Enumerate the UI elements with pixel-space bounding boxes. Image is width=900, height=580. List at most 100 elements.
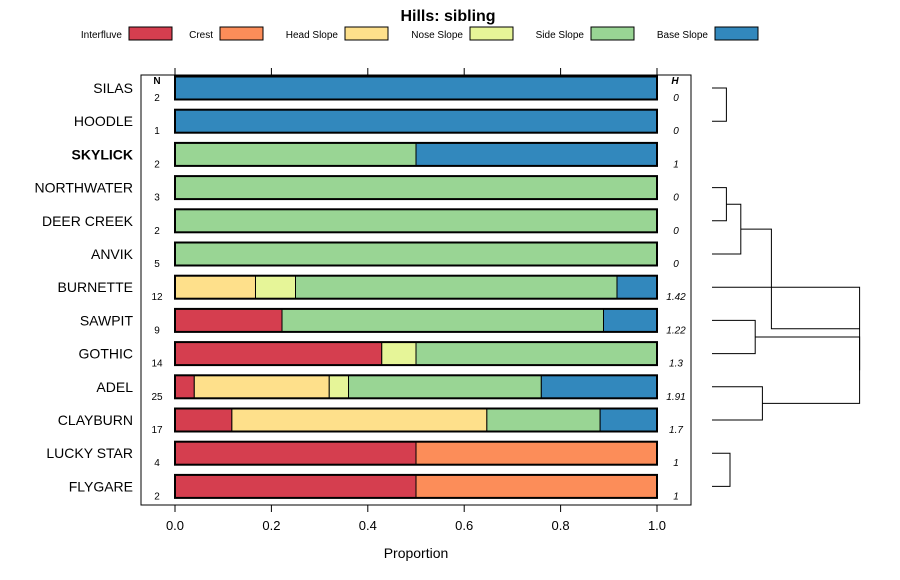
dendrogram-branch xyxy=(712,452,731,487)
bar-outline-deer-creek xyxy=(174,208,658,234)
bar-burnette-head-slope xyxy=(174,275,256,300)
h-value-flygare: 1 xyxy=(673,491,679,502)
dendrogram-branch xyxy=(712,386,763,421)
bar-skylick-side-slope xyxy=(174,142,417,167)
bar-burnette-side-slope xyxy=(295,275,618,300)
row-label-burnette: BURNETTE xyxy=(58,279,133,295)
bars xyxy=(174,75,658,499)
bar-gothic-interfluve xyxy=(174,341,383,366)
legend-swatch-head-slope xyxy=(344,26,389,41)
x-tick-label: 1.0 xyxy=(648,518,666,533)
bar-sawpit-base-slope xyxy=(602,308,658,333)
x-tick-label: 0.2 xyxy=(262,518,280,533)
bar-adel-side-slope xyxy=(348,374,542,399)
h-value-hoodle: 0 xyxy=(673,126,679,137)
dendrogram-branch xyxy=(740,228,860,330)
legend-label-base-slope: Base Slope xyxy=(657,30,709,41)
chart-title: Hills: sibling xyxy=(400,8,495,25)
dendrogram-branch xyxy=(712,87,727,122)
row-label-flygare: FLYGARE xyxy=(69,478,133,494)
bar-silas-base-slope xyxy=(174,76,658,100)
bar-lucky-star-interfluve xyxy=(174,441,417,466)
dendrogram-branch xyxy=(712,319,756,355)
h-value-skylick: 1 xyxy=(673,159,679,170)
n-value-clayburn: 17 xyxy=(151,425,163,436)
dendrogram-branch xyxy=(712,286,861,371)
row-label-sawpit: SAWPIT xyxy=(80,312,134,328)
legend-label-nose-slope: Nose Slope xyxy=(411,30,463,41)
bar-outline-gothic xyxy=(174,341,658,367)
bar-outline-flygare xyxy=(174,473,658,499)
n-value-anvik: 5 xyxy=(154,259,160,270)
legend-swatch-base-slope xyxy=(714,26,759,41)
n-value-skylick: 2 xyxy=(154,159,160,170)
bar-outline-lucky-star xyxy=(174,440,658,466)
x-axis: 0.0 0.2 0.4 0.6 0.8 1.0 xyxy=(166,68,666,533)
bar-outline-northwater xyxy=(174,175,658,201)
row-labels: SILAS HOODLE SKYLICK NORTHWATER DEER CREEK AN… xyxy=(34,80,133,494)
bar-outline-anvik xyxy=(174,241,658,267)
legend-swatch-nose-slope xyxy=(469,26,514,41)
bar-outline-adel xyxy=(174,374,658,400)
n-value-lucky-star: 4 xyxy=(154,458,160,469)
h-value-sawpit: 1.22 xyxy=(666,325,686,336)
bar-hoodle-base-slope xyxy=(174,109,658,134)
h-values: 0 0 1 0 0 0 1.42 1.22 1.3 1.91 1.7 1 1 xyxy=(666,93,686,502)
h-value-gothic: 1.3 xyxy=(669,359,683,370)
n-value-deer-creek: 2 xyxy=(154,226,160,237)
row-label-gothic: GOTHIC xyxy=(79,346,133,362)
h-value-anvik: 0 xyxy=(673,259,679,270)
bar-clayburn-interfluve xyxy=(174,408,233,432)
row-label-skylick: SKYLICK xyxy=(72,146,133,162)
bar-flygare-crest xyxy=(415,474,658,499)
bar-anvik-side-slope xyxy=(174,242,658,266)
x-tick-label: 0.0 xyxy=(166,518,184,533)
bar-deer-creek-side-slope xyxy=(174,208,658,233)
legend-label-crest: Crest xyxy=(189,30,213,41)
bar-northwater-side-slope xyxy=(174,175,658,200)
legend-label-side-slope: Side Slope xyxy=(536,30,585,41)
h-value-burnette: 1.42 xyxy=(666,292,686,303)
h-header: H xyxy=(671,76,679,87)
h-value-lucky-star: 1 xyxy=(673,458,679,469)
bar-adel-base-slope xyxy=(540,374,658,399)
bar-outline-hoodle xyxy=(174,108,658,134)
row-label-adel: ADEL xyxy=(96,379,133,395)
row-label-deer-creek: DEER CREEK xyxy=(42,213,134,229)
h-value-clayburn: 1.7 xyxy=(669,425,683,436)
x-tick-label: 0.4 xyxy=(359,518,377,533)
legend-swatch-interfluve xyxy=(128,26,173,41)
bar-sawpit-side-slope xyxy=(281,308,604,333)
bar-outline-skylick xyxy=(174,141,658,167)
x-tick-label: 0.6 xyxy=(455,518,473,533)
dendrogram-branch xyxy=(712,187,727,222)
bar-burnette-nose-slope xyxy=(254,275,297,300)
n-header: N xyxy=(153,76,160,87)
row-label-anvik: ANVIK xyxy=(91,246,134,262)
row-label-hoodle: HOODLE xyxy=(74,113,133,129)
n-value-hoodle: 1 xyxy=(154,126,160,137)
h-value-adel: 1.91 xyxy=(666,392,685,403)
n-value-flygare: 2 xyxy=(154,491,160,502)
bar-flygare-interfluve xyxy=(174,474,417,499)
legend-label-interfluve: Interfluve xyxy=(81,30,123,41)
dendrogram xyxy=(712,87,861,487)
bar-clayburn-side-slope xyxy=(486,408,601,432)
legend-swatch-crest xyxy=(219,26,264,41)
bar-burnette-base-slope xyxy=(616,275,658,300)
legend-label-head-slope: Head Slope xyxy=(286,30,339,41)
row-label-lucky-star: LUCKY STAR xyxy=(46,445,133,461)
h-value-deer-creek: 0 xyxy=(673,226,679,237)
x-axis-label: Proportion xyxy=(384,545,449,561)
bar-outline-silas xyxy=(174,75,658,101)
legend-swatch-side-slope xyxy=(590,26,635,41)
bar-sawpit-interfluve xyxy=(174,308,283,333)
bar-lucky-star-crest xyxy=(415,441,658,466)
bar-outline-burnette xyxy=(174,274,658,300)
plot-frame xyxy=(140,74,692,506)
bar-adel-nose-slope xyxy=(328,374,350,399)
n-value-sawpit: 9 xyxy=(154,325,160,336)
bar-adel-head-slope xyxy=(193,374,330,399)
bar-skylick-base-slope xyxy=(415,142,658,167)
